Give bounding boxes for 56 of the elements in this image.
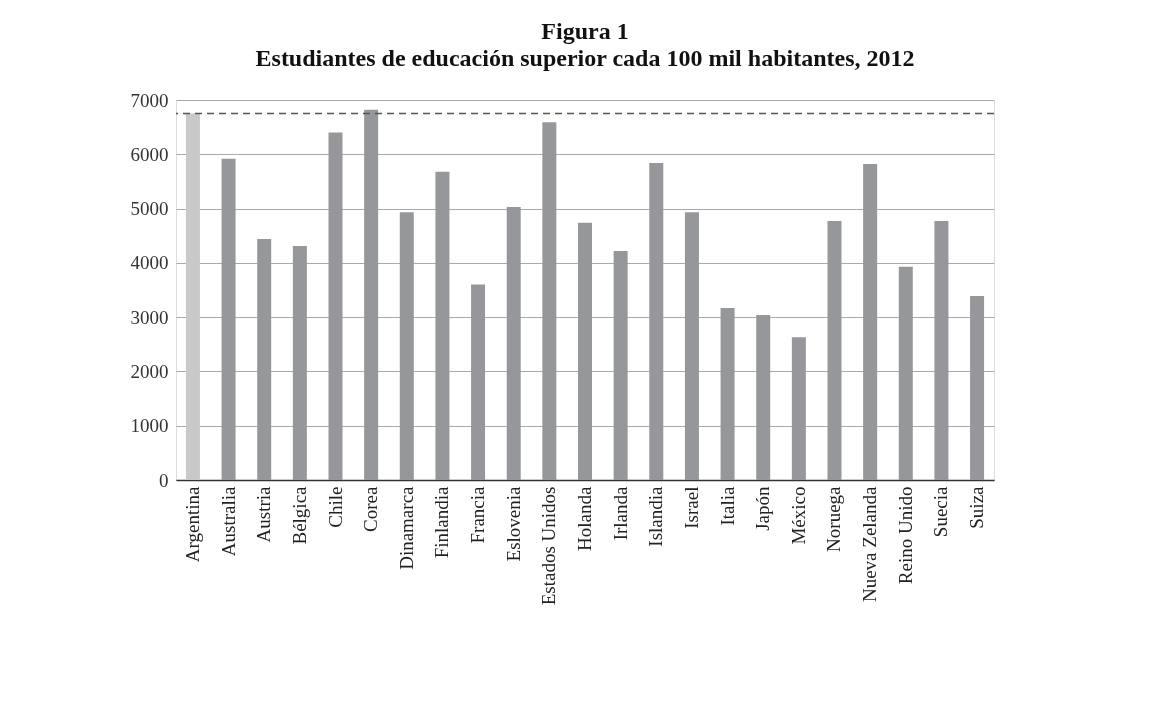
x-tick-label: Japón <box>752 486 774 531</box>
x-tick-label: Suiza <box>966 485 988 529</box>
bar <box>257 238 272 480</box>
x-tick-label: Reino Unido <box>894 486 916 585</box>
x-tick-label: Estados Unidos <box>538 486 560 606</box>
bar <box>720 307 735 480</box>
bar <box>578 222 592 480</box>
bar <box>898 266 913 480</box>
x-tick-label: Holanda <box>574 485 595 551</box>
bar <box>827 221 842 480</box>
x-tick-label: Eslovenia <box>502 485 524 562</box>
x-tick-label: Austria <box>253 485 275 543</box>
x-tick-label: Dinamarca <box>395 485 417 570</box>
bar <box>328 132 343 480</box>
bar <box>863 164 878 480</box>
chart-subtitle: Estudiantes de educación superior cada 100 mil habitantes, 2012 <box>255 45 915 71</box>
x-tick-label: Chile <box>324 486 346 528</box>
x-tick-label: Corea <box>360 485 382 532</box>
x-tick-label: Irlanda <box>609 485 631 541</box>
bar <box>364 109 379 480</box>
bar <box>435 171 450 480</box>
x-tick-label: Francia <box>467 485 489 544</box>
y-tick-label: 7000 <box>130 89 169 111</box>
bar <box>756 314 771 480</box>
bar <box>399 212 414 480</box>
x-tick-label: Australia <box>217 485 239 557</box>
y-tick-label: 4000 <box>130 252 169 274</box>
y-tick-label: 0 <box>159 469 169 491</box>
bar <box>970 295 985 480</box>
y-tick-label: 6000 <box>130 143 169 165</box>
bar <box>221 158 236 480</box>
x-tick-label: Bélgica <box>288 485 310 545</box>
bar <box>649 162 664 480</box>
y-tick-label: 2000 <box>130 360 169 382</box>
bar <box>506 206 521 480</box>
y-tick-label: 1000 <box>130 415 169 437</box>
x-tick-label: Italia <box>716 485 738 526</box>
bar <box>542 122 557 480</box>
bar <box>934 221 949 480</box>
bar <box>684 212 699 480</box>
bar <box>185 113 200 480</box>
chart-title: Figura 1 <box>541 18 629 44</box>
x-tick-label: Argentina <box>181 485 203 563</box>
bar <box>292 246 307 480</box>
x-tick-label: Suecia <box>930 485 952 538</box>
bar <box>613 250 628 480</box>
y-tick-label: 5000 <box>130 198 169 220</box>
bar <box>471 284 486 480</box>
y-tick-label: 3000 <box>130 306 169 328</box>
bar <box>791 337 806 480</box>
x-tick-label: Israel <box>680 486 702 529</box>
x-tick-label: Finlandia <box>431 485 453 559</box>
x-tick-label: Noruega <box>823 485 845 552</box>
x-tick-label: México <box>787 486 809 545</box>
x-tick-label: Nueva Zelanda <box>859 485 881 603</box>
x-tick-label: Islandia <box>645 485 667 547</box>
